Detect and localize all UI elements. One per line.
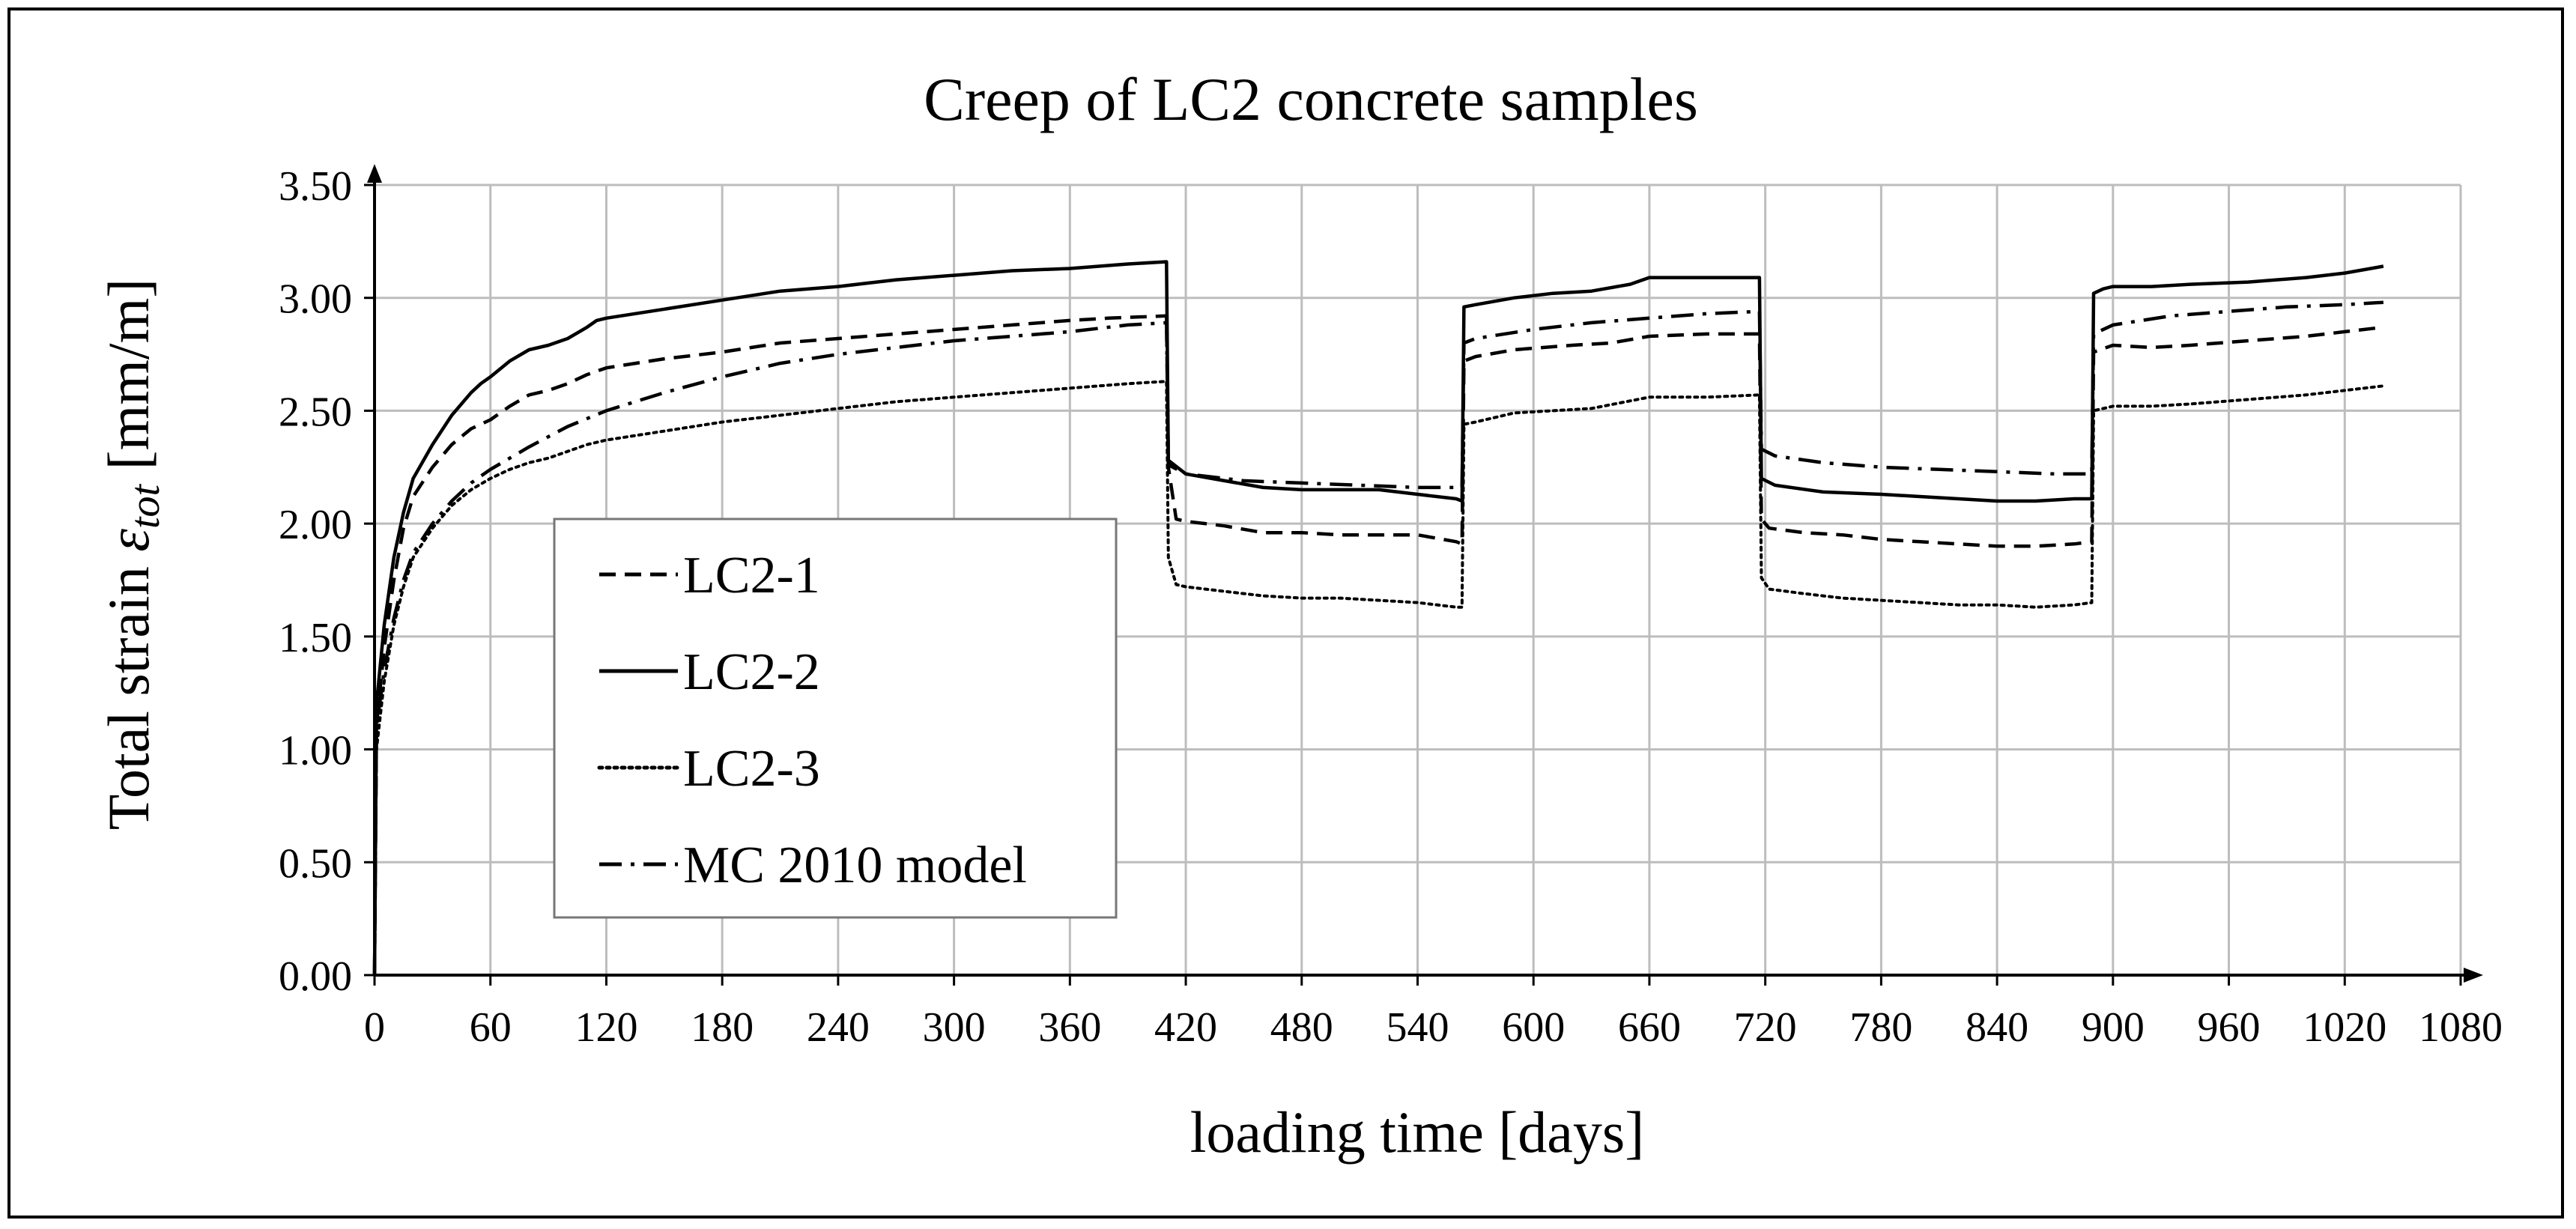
x-tick-label: 960: [2198, 1004, 2261, 1051]
x-axis-label: loading time [days]: [1190, 1099, 1645, 1165]
series-layer: [372, 260, 2385, 977]
legend-label-mc2010: MC 2010 model: [683, 837, 1027, 894]
y-tick-label: 0.00: [279, 953, 352, 1000]
x-tick-label: 360: [1038, 1004, 1101, 1051]
legend-label-lc2-3: LC2-3: [683, 740, 820, 798]
x-tick-label: 540: [1387, 1004, 1449, 1051]
series-line-lc2-1: [372, 314, 2384, 976]
x-tick-label: 240: [807, 1004, 870, 1051]
y-tick-label: 0.50: [279, 840, 352, 887]
legend-label-lc2-1: LC2-1: [683, 547, 820, 604]
y-tick-label: 2.50: [279, 389, 352, 435]
y-axis-label-subscript: tot: [122, 483, 169, 529]
x-tick-label: 840: [1966, 1004, 2028, 1051]
x-tick-label: 180: [691, 1004, 754, 1051]
x-tick-label: 120: [575, 1004, 637, 1051]
x-tick-label: 300: [923, 1004, 986, 1051]
x-tick-label: 0: [364, 1004, 385, 1051]
x-axis-arrow: [2464, 968, 2483, 983]
y-tick-label: 1.00: [279, 728, 352, 774]
x-tick-label: 480: [1270, 1004, 1333, 1051]
legend-box: [553, 518, 1118, 919]
x-tick-label: 660: [1618, 1004, 1681, 1051]
y-axis-label-symbol: ε: [96, 529, 161, 552]
y-tick-label: 2.00: [279, 502, 352, 548]
legend: LC2-1 LC2-2 LC2-3 MC 2010 model: [553, 518, 1118, 919]
x-tick-label: 900: [2082, 1004, 2145, 1051]
x-tick-label: 780: [1849, 1004, 1912, 1051]
x-tick-label: 1080: [2419, 1004, 2503, 1051]
x-tick-label: 1020: [2303, 1004, 2386, 1051]
y-tick-label: 3.50: [279, 163, 352, 210]
series-line-lc2-3: [373, 380, 2385, 977]
x-tick-label: 600: [1502, 1004, 1565, 1051]
x-tick-label: 420: [1154, 1004, 1217, 1051]
y-axis-label-suffix: [mm/m]: [96, 279, 161, 485]
series-line-lc2-2: [372, 260, 2384, 976]
y-tick-label: 1.50: [279, 615, 352, 661]
y-axis-arrow: [367, 164, 382, 183]
x-tick-label: 60: [470, 1004, 512, 1051]
y-axis-label: Total strain εtot [mm/m]: [96, 279, 169, 830]
series-line-mc-2010-model: [372, 300, 2384, 976]
tick-labels: 0 60 120 180 240 300 360 420 480 540 600 660 720 780 8…: [279, 163, 2503, 1051]
x-tick-label: 720: [1734, 1004, 1797, 1051]
legend-label-lc2-2: LC2-2: [683, 643, 820, 701]
chart-title: Creep of LC2 concrete samples: [924, 65, 1698, 133]
chart-frame: [7, 7, 2564, 1219]
y-axis-label-prefix: Total strain: [96, 552, 161, 830]
y-tick-label: 3.00: [279, 276, 352, 323]
